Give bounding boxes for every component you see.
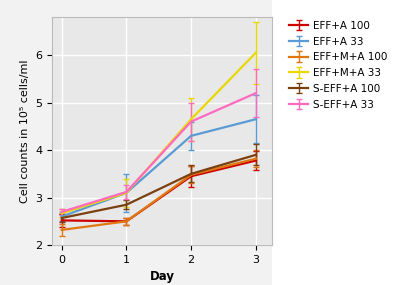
X-axis label: Day: Day: [150, 270, 174, 283]
Legend: EFF+A 100, EFF+A 33, EFF+M+A 100, EFF+M+A 33, S-EFF+A 100, S-EFF+A 33: EFF+A 100, EFF+A 33, EFF+M+A 100, EFF+M+…: [286, 18, 390, 113]
Y-axis label: Cell counts in 10⁵ cells/ml: Cell counts in 10⁵ cells/ml: [20, 59, 30, 203]
